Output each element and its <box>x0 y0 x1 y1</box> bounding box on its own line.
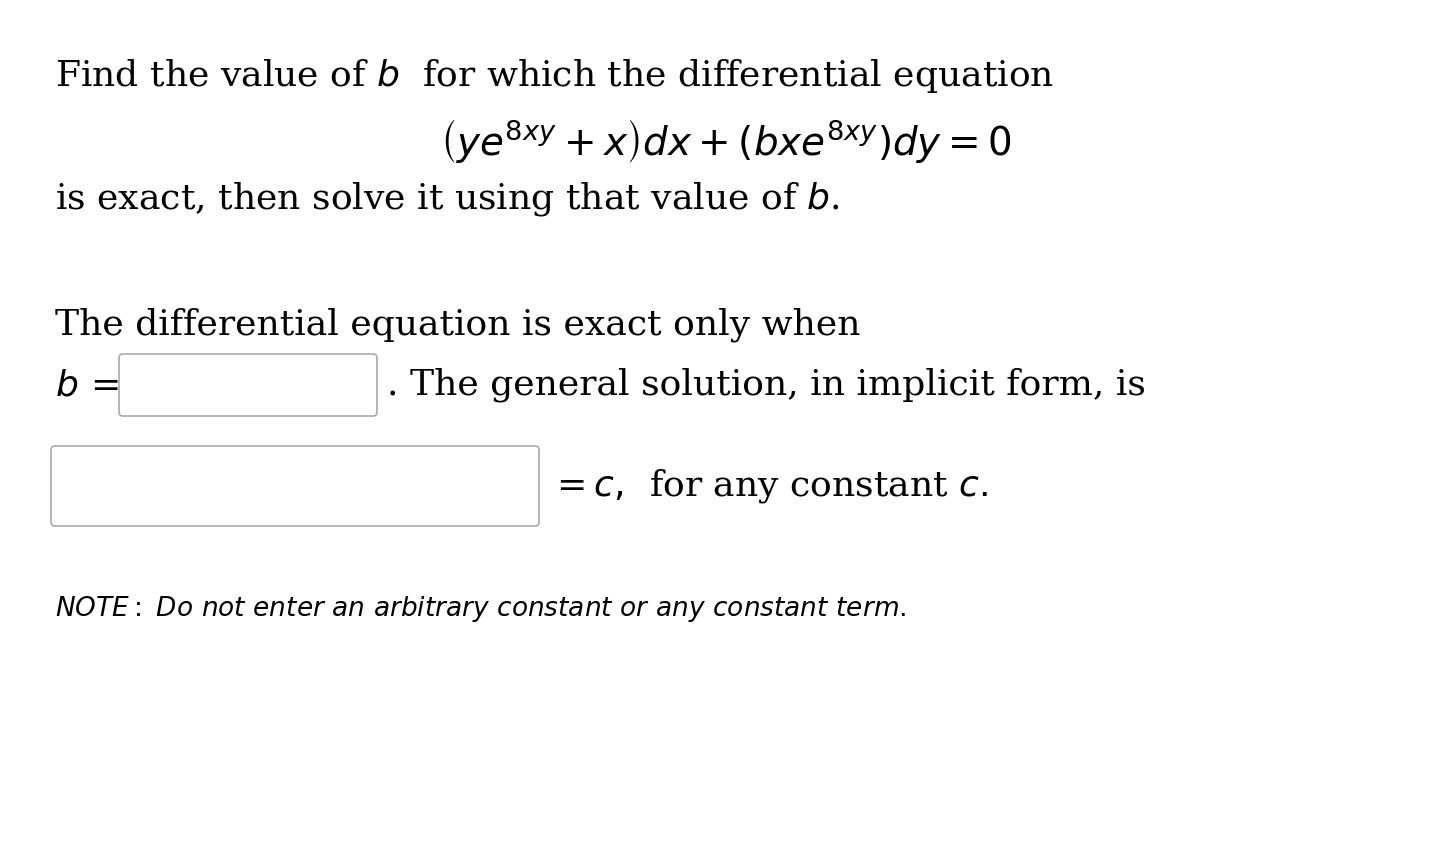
Text: $\mathit{NOTE{:}\ Do\ not\ enter\ an\ arbitrary\ constant\ or\ any\ constant\ te: $\mathit{NOTE{:}\ Do\ not\ enter\ an\ ar… <box>55 594 906 624</box>
Text: $\left(ye^{8xy} + x\right) dx + \left(bxe^{8xy}\right) dy = 0$: $\left(ye^{8xy} + x\right) dx + \left(bx… <box>440 117 1012 165</box>
Text: The differential equation is exact only when: The differential equation is exact only … <box>55 307 861 342</box>
FancyBboxPatch shape <box>51 446 539 526</box>
Text: Find the value of $b$  for which the differential equation: Find the value of $b$ for which the diff… <box>55 57 1054 95</box>
Text: . The general solution, in implicit form, is: . The general solution, in implicit form… <box>388 368 1146 402</box>
Text: $= c,\,$ for any constant $c.$: $= c,\,$ for any constant $c.$ <box>549 467 989 505</box>
Text: is exact, then solve it using that value of $b$.: is exact, then solve it using that value… <box>55 180 841 218</box>
FancyBboxPatch shape <box>119 354 378 416</box>
Text: $b\, =$: $b\, =$ <box>55 368 119 402</box>
